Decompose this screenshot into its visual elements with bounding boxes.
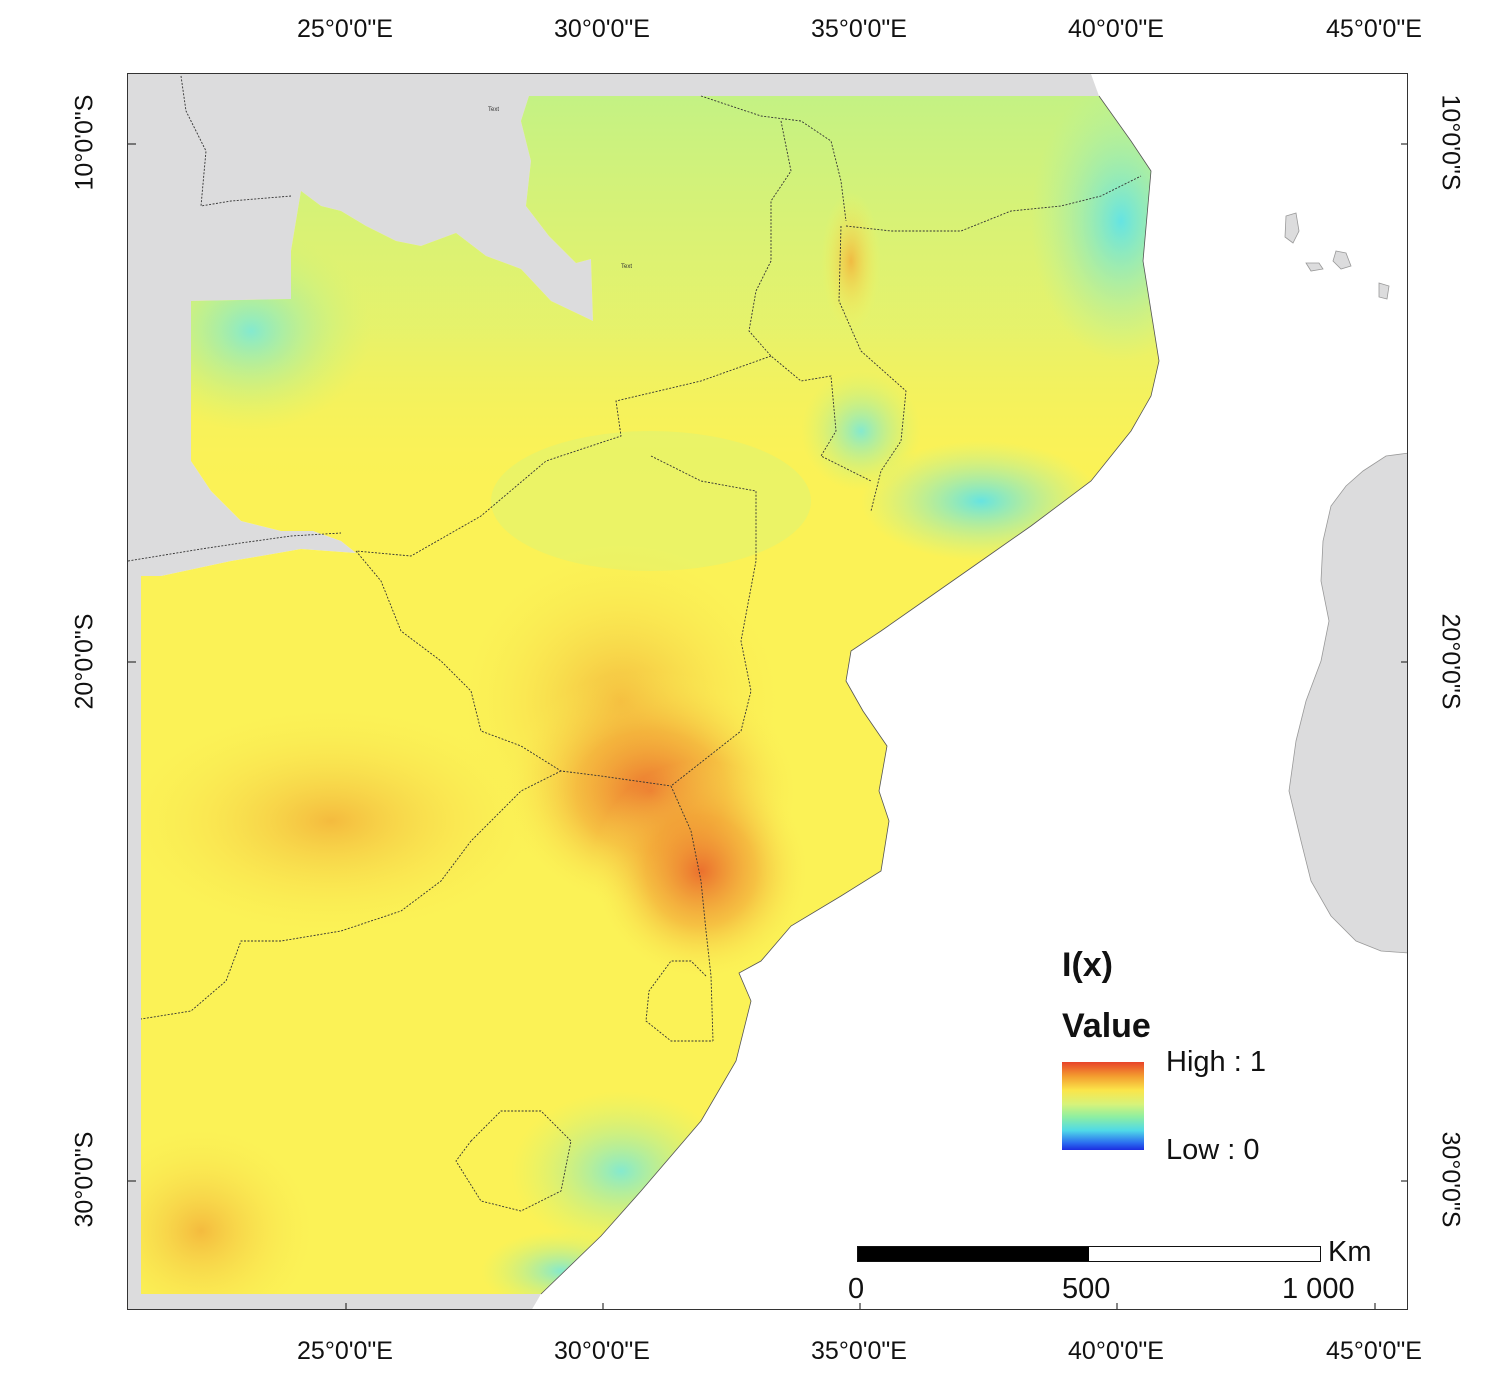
lat-label-left-30: 30°0'0"S xyxy=(70,1131,99,1228)
comoros-island-2 xyxy=(1305,262,1324,272)
lat-label-right-20: 20°0'0"S xyxy=(1436,613,1465,710)
madagascar-land xyxy=(1288,452,1407,954)
lon-label-bottom-25: 25°0'0"E xyxy=(297,1337,393,1365)
legend-title: I(x) xyxy=(1062,946,1113,984)
map-canvas: Text Text xyxy=(128,74,1407,1309)
map-frame[interactable]: Text Text xyxy=(127,73,1408,1310)
scale-bar-filled-segment xyxy=(858,1247,1089,1261)
legend-high-label: High : 1 xyxy=(1166,1046,1266,1078)
lon-label-bottom-40: 40°0'0"E xyxy=(1068,1337,1164,1365)
legend-low-label: Low : 0 xyxy=(1166,1134,1260,1166)
legend-color-ramp xyxy=(1062,1062,1144,1150)
lat-label-left-10: 10°0'0"S xyxy=(70,94,99,191)
lat-label-right-10: 10°0'0"S xyxy=(1436,94,1465,191)
lat-label-right-30: 30°0'0"S xyxy=(1436,1131,1465,1228)
scale-unit-label: Km xyxy=(1328,1236,1372,1268)
lon-label-bottom-35: 35°0'0"E xyxy=(811,1337,907,1365)
legend-subtitle: Value xyxy=(1062,1007,1151,1045)
scale-label-0: 0 xyxy=(848,1273,865,1305)
lon-label-top-40: 40°0'0"E xyxy=(1068,15,1164,43)
lon-label-bottom-45: 45°0'0"E xyxy=(1326,1337,1422,1365)
nodata-land-west xyxy=(128,74,1099,1309)
lon-label-bottom-30: 30°0'0"E xyxy=(554,1337,650,1365)
scale-bar xyxy=(857,1246,1321,1262)
lon-label-top-30: 30°0'0"E xyxy=(554,15,650,43)
coastline xyxy=(540,95,1160,1295)
lat-label-left-20: 20°0'0"S xyxy=(70,613,99,710)
inset-text-2: Text xyxy=(621,264,632,270)
scale-label-500: 500 xyxy=(1062,1273,1111,1305)
inset-text-1: Text xyxy=(488,107,499,113)
lon-label-top-45: 45°0'0"E xyxy=(1326,15,1422,43)
graticule-ticks xyxy=(128,143,1407,1309)
comoros-island-4 xyxy=(1378,282,1390,300)
lon-label-top-25: 25°0'0"E xyxy=(297,15,393,43)
lon-label-top-35: 35°0'0"E xyxy=(811,15,907,43)
scale-label-1000: 1 000 xyxy=(1282,1273,1355,1305)
comoros-island-1 xyxy=(1284,212,1300,244)
country-borders xyxy=(128,75,1142,1212)
raster-surface xyxy=(141,96,1159,1294)
comoros-island-3 xyxy=(1332,250,1352,270)
